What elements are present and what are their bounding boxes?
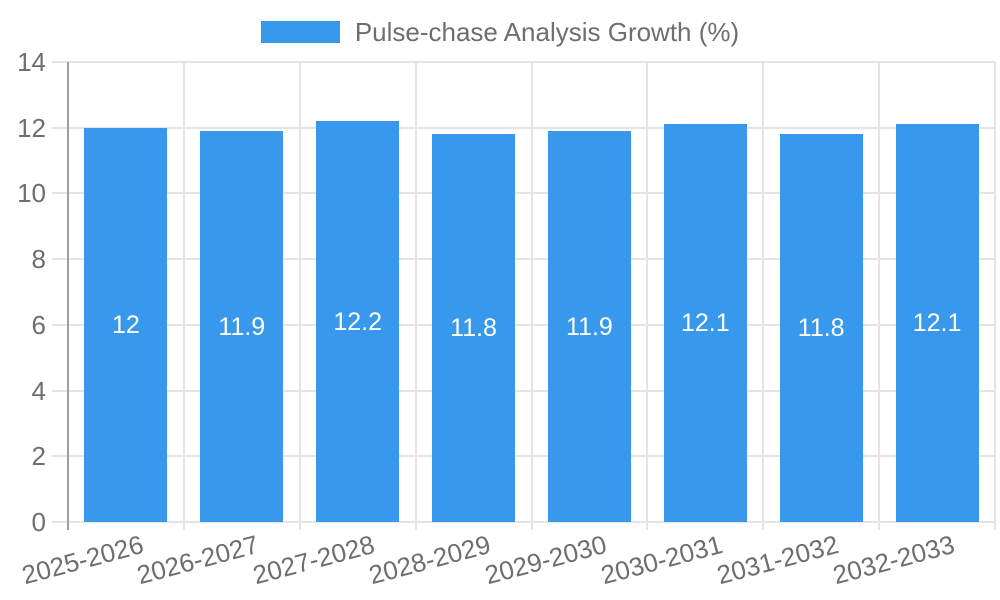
x-tick-label: 2027-2028	[250, 529, 378, 591]
y-tick	[52, 258, 68, 261]
bar	[316, 121, 400, 522]
y-tick-label: 6	[31, 309, 46, 340]
x-gridline	[994, 62, 996, 530]
x-gridline	[182, 62, 185, 530]
y-tick-label: 0	[31, 507, 46, 537]
bar-value-label: 12.1	[680, 309, 730, 338]
y-tick-label: 10	[17, 178, 46, 209]
bar-value-label: 12.2	[333, 307, 383, 336]
y-tick-label: 8	[31, 244, 46, 275]
x-tick-label: 2031-2032	[713, 529, 842, 591]
bar-value-label: 12	[112, 310, 140, 339]
bar	[432, 134, 516, 522]
x-gridline	[530, 62, 533, 530]
x-gridline	[762, 62, 765, 530]
y-tick	[52, 61, 68, 63]
bar-value-label: 11.9	[218, 312, 266, 341]
bar	[200, 131, 284, 522]
x-tick-label: 2029-2030	[481, 529, 610, 591]
y-tick-label: 12	[17, 112, 46, 143]
x-gridline	[646, 62, 649, 530]
x-gridline	[414, 62, 417, 530]
x-tick-label: 2030-2031	[597, 529, 726, 591]
x-gridline	[67, 62, 69, 530]
x-tick-label: 2025-2026	[18, 529, 147, 591]
bar-value-label: 11.8	[450, 314, 497, 343]
x-tick-label: 2032-2033	[829, 529, 958, 591]
y-tick-label: 4	[31, 375, 46, 406]
legend-label: Pulse-chase Analysis Growth (%)	[354, 17, 740, 47]
y-tick	[52, 192, 68, 195]
bar-value-label: 11.8	[797, 314, 845, 343]
x-gridline	[298, 62, 301, 530]
bar	[84, 127, 168, 522]
bar	[547, 131, 631, 522]
x-tick-label: 2026-2027	[134, 529, 263, 591]
y-tick	[52, 455, 68, 458]
bar-value-label: 11.9	[566, 312, 613, 341]
y-tick	[52, 323, 68, 326]
y-tick-label: 2	[31, 441, 46, 472]
y-tick	[52, 126, 68, 129]
legend[interactable]: Pulse-chase Analysis Growth (%)	[0, 19, 1000, 45]
legend-swatch	[260, 21, 340, 43]
bar-value-label: 12.1	[912, 309, 962, 338]
y-tick	[52, 521, 68, 523]
bar	[663, 124, 747, 522]
y-tick-label: 14	[17, 47, 46, 77]
x-gridline	[878, 62, 881, 530]
x-tick-label: 2028-2029	[365, 529, 494, 591]
bar	[895, 124, 979, 522]
y-tick	[52, 389, 68, 392]
bar	[779, 134, 863, 522]
